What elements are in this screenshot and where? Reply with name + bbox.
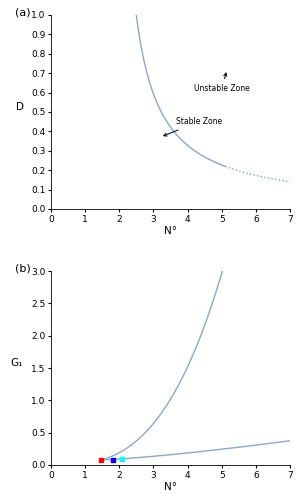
Y-axis label: G₁: G₁ [11, 358, 23, 368]
X-axis label: N°: N° [164, 482, 177, 492]
Text: (b): (b) [15, 264, 31, 274]
Text: Stable Zone: Stable Zone [164, 117, 222, 136]
Text: Unstable Zone: Unstable Zone [194, 73, 250, 93]
Y-axis label: D: D [16, 102, 24, 112]
Text: (a): (a) [15, 7, 30, 17]
X-axis label: N°: N° [164, 226, 177, 236]
